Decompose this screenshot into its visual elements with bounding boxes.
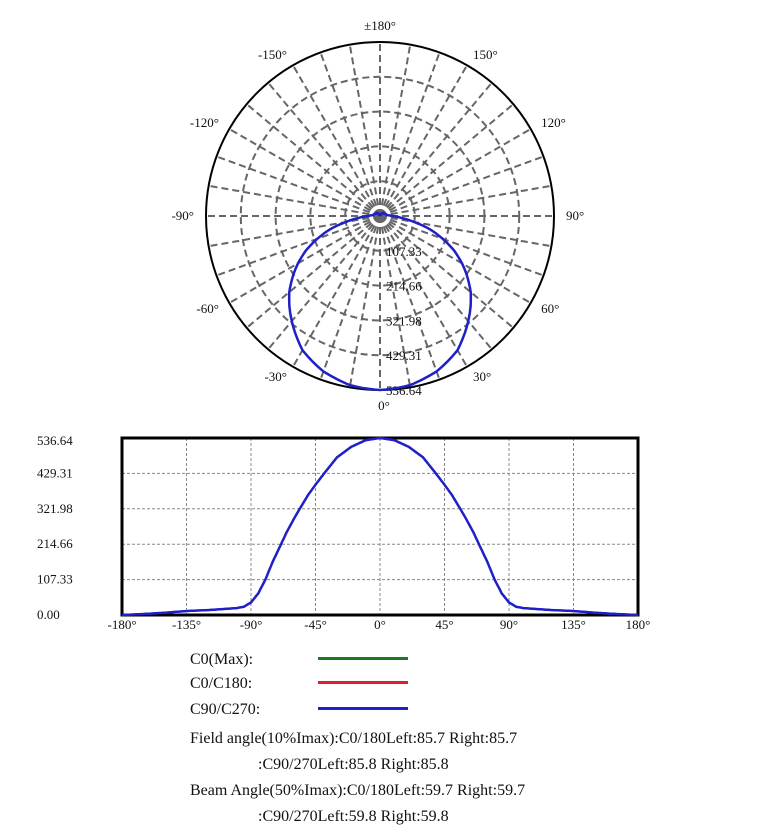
polar-spoke (379, 155, 544, 217)
x-tick-label: -90° (240, 617, 263, 632)
polar-spoke (319, 215, 381, 380)
polar-ring (239, 75, 521, 357)
linear-chart: -180° -135° -90° -45° 0° 45° 90° 135° 180° 0.00 10… (37, 433, 651, 632)
x-tick-label: 45° (435, 617, 453, 632)
polar-angle-label: 60° (541, 301, 559, 316)
polar-chart: 107.33214.66321.98429.31536.64±180°-150°… (171, 18, 584, 413)
polar-spoke (292, 64, 381, 217)
polar-spoke (228, 215, 381, 304)
polar-spoke (379, 215, 532, 304)
polar-radial-label: 429.31 (386, 348, 422, 363)
y-tick-label: 0.00 (37, 607, 60, 622)
polar-spoke (267, 215, 381, 350)
polar-angle-label: -120° (190, 115, 219, 130)
polar-angle-label: ±180° (364, 18, 396, 33)
polar-angle-label: -30° (264, 369, 287, 384)
y-tick-label: 429.31 (37, 465, 73, 480)
polar-angle-label: -90° (171, 208, 194, 223)
polar-spoke (379, 82, 493, 217)
polar-spoke (379, 44, 412, 217)
beam-angle-c0: Beam Angle(50%Imax):C0/180Left:59.7 Righ… (190, 782, 526, 799)
x-tick-label: 180° (626, 617, 651, 632)
y-tick-label: 107.33 (37, 572, 73, 587)
polar-spoke (379, 215, 468, 368)
polar-angle-label: 0° (378, 398, 390, 413)
legend-line-c0c180 (318, 681, 408, 684)
polar-spoke (379, 52, 441, 217)
polar-series-c90-c270 (287, 211, 473, 392)
x-tick-label: -45° (304, 617, 327, 632)
polar-radial-label: 214.66 (386, 279, 422, 294)
polar-spoke (292, 215, 381, 368)
polar-spoke (208, 184, 381, 217)
field-angle-c0: Field angle(10%Imax):C0/180Left:85.7 Rig… (190, 730, 518, 747)
legend-line-c0max (318, 657, 408, 660)
x-tick-label: -135° (172, 617, 201, 632)
polar-angle-label: 90° (566, 208, 584, 223)
legend-label-c0max: C0(Max): (190, 651, 254, 668)
y-tick-label: 536.64 (37, 433, 73, 448)
polar-angle-label: 120° (541, 115, 566, 130)
polar-spoke (319, 52, 381, 217)
polar-angle-label: -150° (258, 47, 287, 62)
legend-line-c90c270 (318, 707, 408, 710)
polar-spoke (379, 215, 514, 329)
polar-spoke (246, 215, 381, 329)
polar-angle-label: 150° (473, 47, 498, 62)
polar-spoke (348, 215, 381, 388)
polar-spoke (379, 128, 532, 217)
x-tick-label: 135° (561, 617, 586, 632)
polar-spoke (216, 155, 381, 217)
polar-spoke (246, 103, 381, 217)
x-tick-label: 90° (500, 617, 518, 632)
polar-spoke (379, 103, 514, 217)
line-series-c90-c270 (121, 436, 639, 617)
polar-spoke (267, 82, 381, 217)
polar-angle-label: 30° (473, 369, 491, 384)
polar-spoke (379, 215, 412, 388)
polar-spoke (379, 64, 468, 217)
field-angle-c90: :C90/270Left:85.8 Right:85.8 (258, 756, 449, 773)
polar-spoke (228, 128, 381, 217)
polar-ring (344, 180, 416, 252)
polar-ring (309, 145, 451, 287)
polar-radial-label: 321.98 (386, 313, 422, 328)
polar-spoke (379, 215, 441, 380)
polar-radial-label: 107.33 (386, 244, 422, 259)
polar-spoke (348, 44, 381, 217)
y-tick-label: 214.66 (37, 536, 73, 551)
x-tick-label: -180° (107, 617, 136, 632)
polar-spoke (379, 215, 493, 350)
polar-angle-label: -60° (196, 301, 219, 316)
polar-spoke (379, 184, 552, 217)
x-tick-label: 0° (374, 617, 386, 632)
legend-label-c0c180: C0/C180: (190, 675, 253, 692)
legend-label-c90c270: C90/C270: (190, 701, 261, 718)
y-tick-label: 321.98 (37, 501, 73, 516)
polar-spoke (379, 215, 544, 277)
beam-angle-c90: :C90/270Left:59.8 Right:59.8 (258, 808, 449, 825)
polar-ring (274, 110, 486, 322)
polar-spoke (216, 215, 381, 277)
